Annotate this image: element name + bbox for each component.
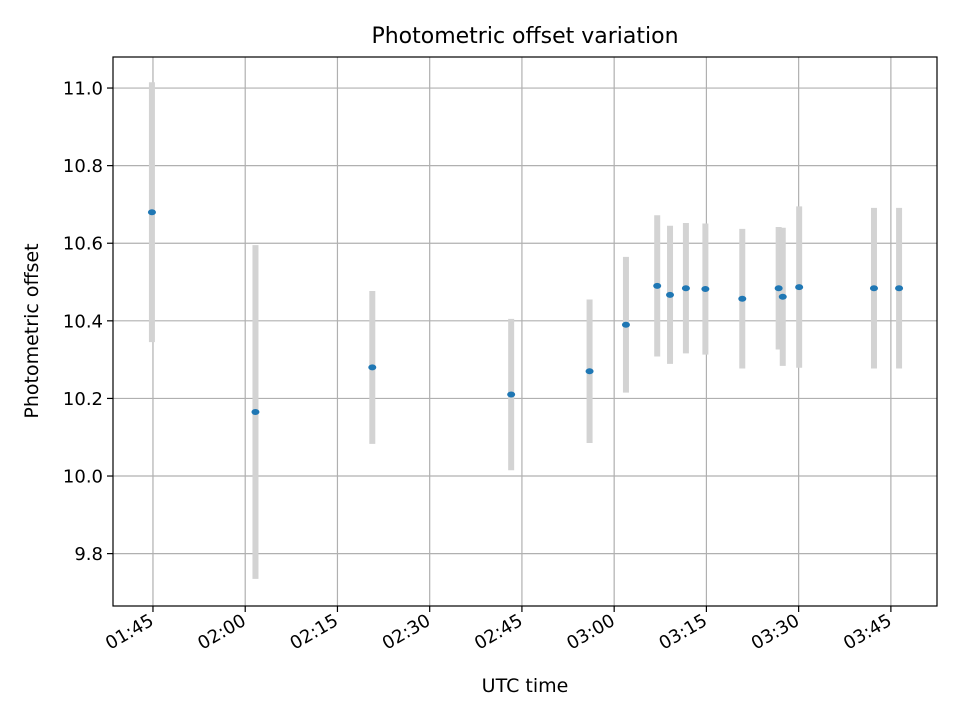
data-point bbox=[368, 364, 377, 371]
data-point bbox=[778, 293, 787, 300]
y-tick-label: 11.0 bbox=[63, 79, 103, 100]
x-tick-label: 02:00 bbox=[194, 610, 249, 654]
data-point bbox=[507, 391, 516, 398]
x-tick-label: 03:30 bbox=[748, 610, 803, 654]
x-axis: 01:45 02:00 02:15 02:30 02:45 03:00 03:15 03:30… bbox=[102, 606, 895, 654]
data-point bbox=[681, 285, 690, 292]
plot-frame bbox=[112, 56, 938, 607]
data-point bbox=[738, 295, 747, 302]
x-tick-label: 02:30 bbox=[379, 610, 434, 654]
data-point bbox=[147, 209, 156, 216]
x-tick-label: 02:45 bbox=[471, 610, 526, 654]
y-tick-label: 10.4 bbox=[63, 311, 103, 332]
plot-background bbox=[113, 57, 937, 606]
x-tick-label: 01:45 bbox=[102, 610, 157, 654]
data-point bbox=[774, 285, 783, 292]
data-point bbox=[585, 368, 594, 375]
data-point bbox=[895, 285, 904, 292]
y-tick-label: 10.6 bbox=[63, 234, 103, 255]
data-point bbox=[701, 286, 710, 293]
y-tick-label: 10.0 bbox=[63, 467, 103, 488]
data-point bbox=[666, 291, 675, 298]
y-tick-label: 10.2 bbox=[63, 389, 103, 410]
data-point bbox=[621, 321, 630, 328]
y-axis: 9.8 10.0 10.2 10.4 10.6 10.8 11.0 bbox=[63, 79, 113, 565]
y-tick-label: 10.8 bbox=[63, 156, 103, 177]
data-point bbox=[653, 282, 662, 289]
y-tick-label: 9.8 bbox=[74, 544, 103, 565]
data-point bbox=[795, 284, 804, 291]
data-point bbox=[869, 285, 878, 292]
y-axis-label: Photometric offset bbox=[21, 243, 43, 418]
x-tick-label: 03:45 bbox=[840, 610, 895, 654]
x-tick-label: 03:00 bbox=[563, 610, 618, 654]
x-tick-label: 03:15 bbox=[655, 610, 710, 654]
data-points bbox=[147, 209, 904, 416]
x-axis-label: UTC time bbox=[482, 675, 569, 697]
x-tick-label: 02:15 bbox=[287, 610, 342, 654]
data-point bbox=[251, 409, 260, 416]
chart-title: Photometric offset variation bbox=[371, 24, 678, 49]
